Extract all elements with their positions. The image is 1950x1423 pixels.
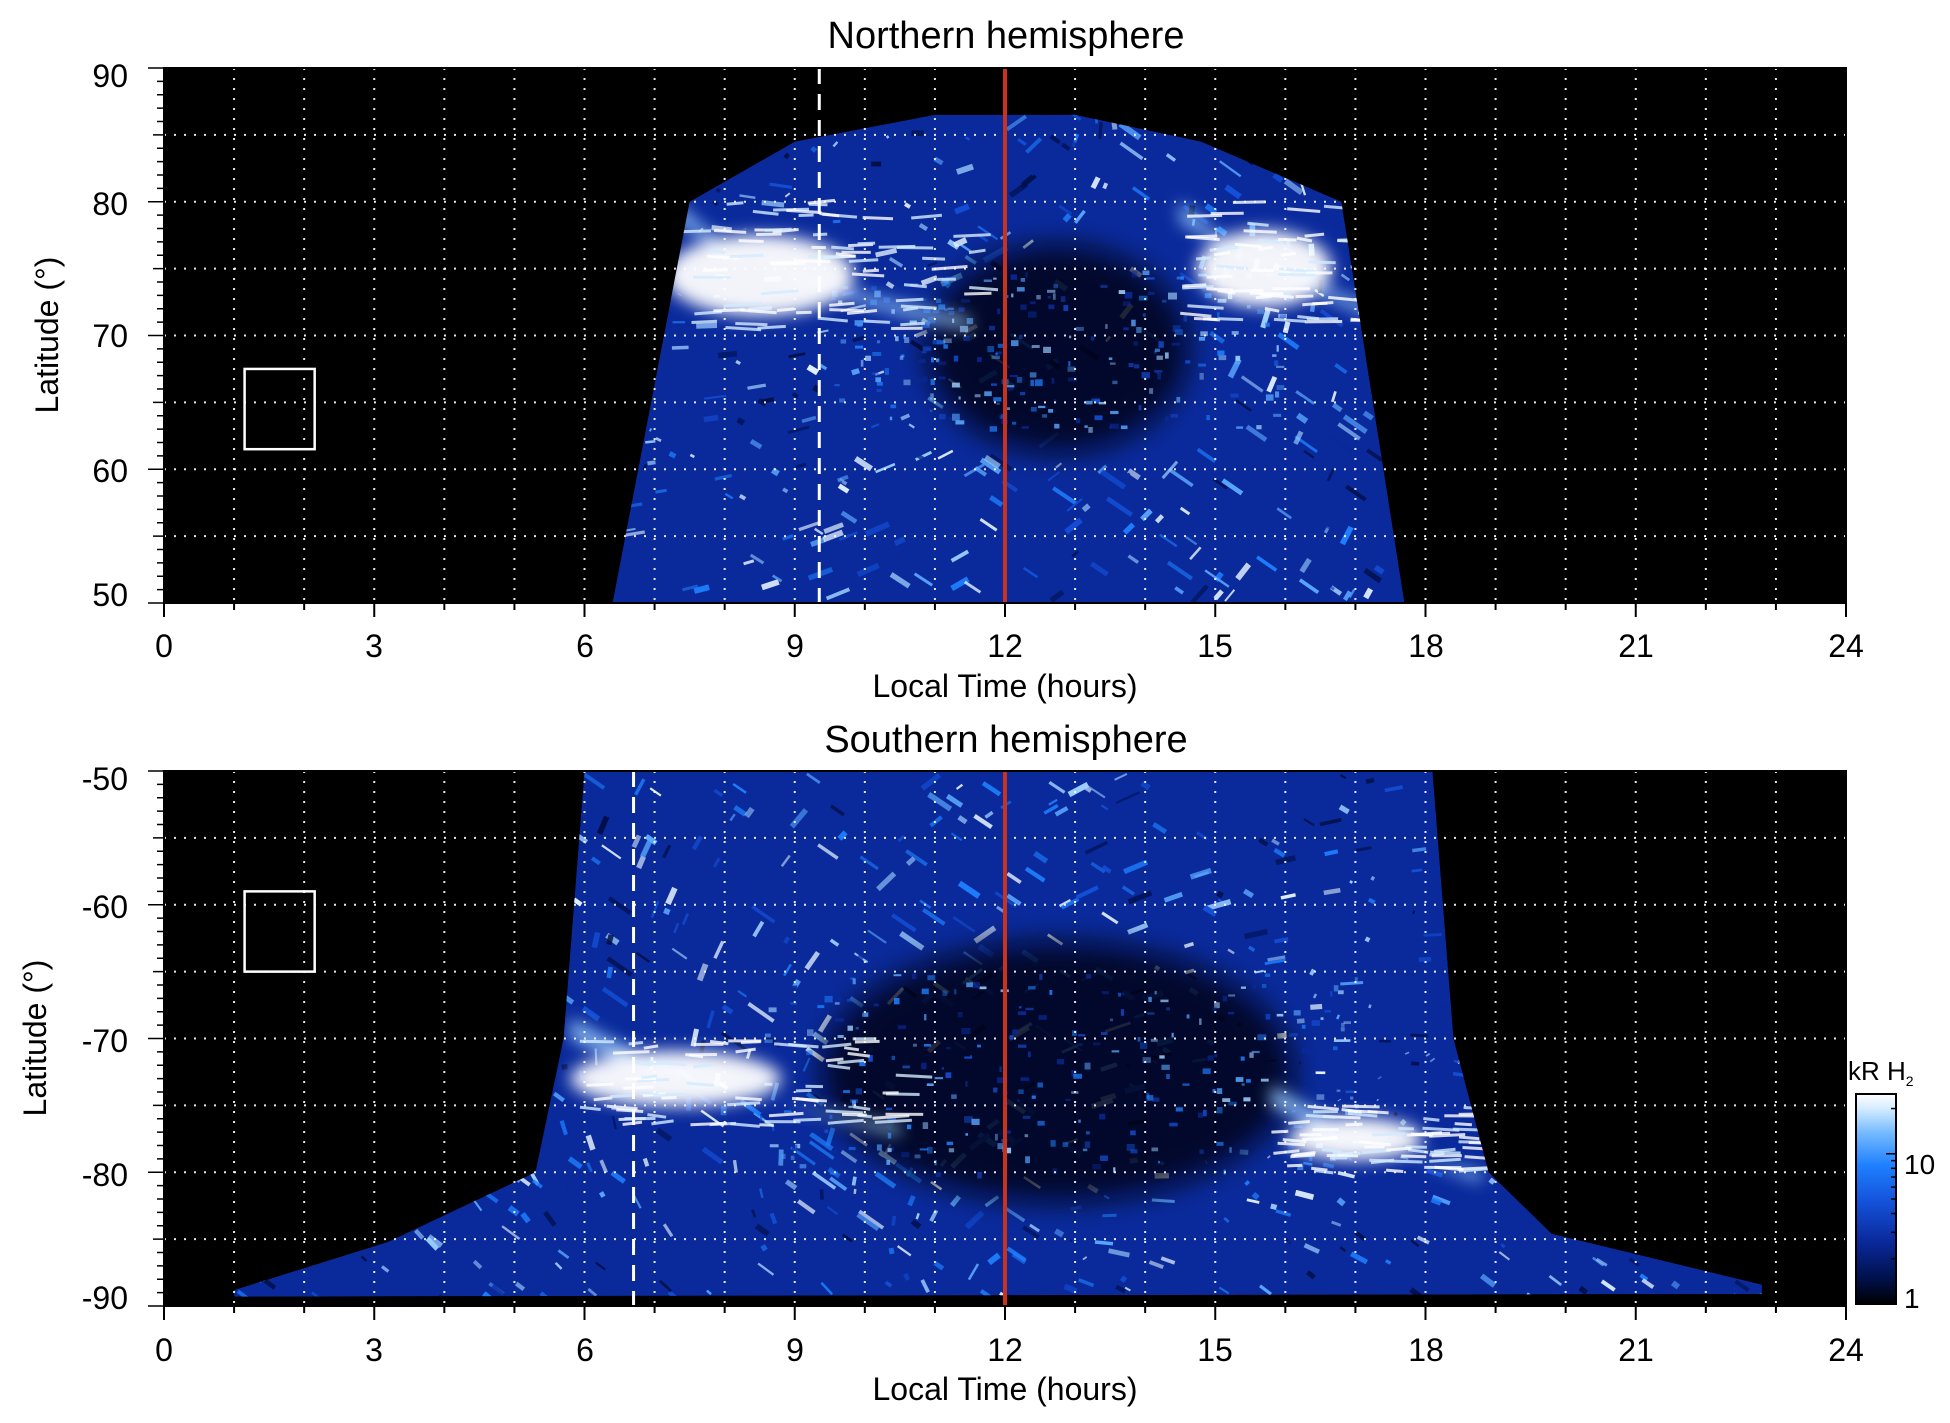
south-emission-field: [234, 771, 1762, 1297]
south-x-tick-label: 3: [365, 1332, 383, 1368]
south-y-tick-label: -90: [82, 1280, 128, 1316]
south-y-axis-label: Latitude (°): [17, 960, 53, 1117]
north-x-tick-label: 15: [1197, 628, 1233, 664]
north-y-axis-label: Latitude (°): [29, 257, 65, 414]
south-x-tick-label: 12: [987, 1332, 1023, 1368]
south-y-tick-label: -80: [82, 1157, 128, 1193]
south-axes: [148, 770, 1847, 1320]
colorbar: kR H2 10 1: [1848, 1056, 1935, 1314]
north-y-tick-label: 80: [92, 186, 128, 222]
south-x-axis-label: Local Time (hours): [873, 1371, 1138, 1407]
south-y-tick-label: -60: [82, 889, 128, 925]
colorbar-tick-label: 1: [1904, 1283, 1920, 1314]
north-x-tick-label: 12: [987, 628, 1023, 664]
north-y-tick-label: 60: [92, 453, 128, 489]
north-x-tick-label: 21: [1618, 628, 1654, 664]
south-title: Southern hemisphere: [824, 719, 1187, 761]
north-box: [243, 367, 316, 451]
north-y-tick-label: 50: [92, 577, 128, 613]
south-x-tick-label: 24: [1828, 1332, 1864, 1368]
north-x-tick-label: 3: [365, 628, 383, 664]
south-x-tick-label: 6: [576, 1332, 594, 1368]
north-title: Northern hemisphere: [828, 15, 1185, 57]
south-panel: Southern hemisphere 0 3 6 9 12 15 18 21 …: [17, 719, 1864, 1407]
north-x-tick-label: 18: [1408, 628, 1444, 664]
north-x-tick-label: 24: [1828, 628, 1864, 664]
south-x-tick-label: 9: [786, 1332, 804, 1368]
north-x-tick-label: 6: [576, 628, 594, 664]
south-x-tick-label: 18: [1408, 1332, 1444, 1368]
south-x-tick-label: 21: [1618, 1332, 1654, 1368]
north-x-tick-label: 9: [786, 628, 804, 664]
colorbar-gradient: [1855, 1093, 1897, 1305]
north-y-tick-label: 90: [92, 58, 128, 94]
south-x-tick-label: 15: [1197, 1332, 1233, 1368]
colorbar-title: kR H2: [1848, 1056, 1914, 1089]
colorbar-tick-label: 10: [1904, 1149, 1935, 1180]
north-axes: [148, 67, 1847, 617]
south-box: [243, 890, 316, 973]
south-y-tick-label: -50: [82, 761, 128, 797]
south-x-tick-label: 0: [155, 1332, 173, 1368]
south-y-tick-label: -70: [82, 1023, 128, 1059]
colorbar-ticks: [1886, 1107, 1896, 1305]
north-x-tick-label: 0: [155, 628, 173, 664]
north-y-tick-label: 70: [92, 318, 128, 354]
north-x-axis-label: Local Time (hours): [873, 668, 1138, 704]
north-panel: Northern hemisphere 0 3 6 9 12 15 18 21 …: [29, 15, 1864, 704]
